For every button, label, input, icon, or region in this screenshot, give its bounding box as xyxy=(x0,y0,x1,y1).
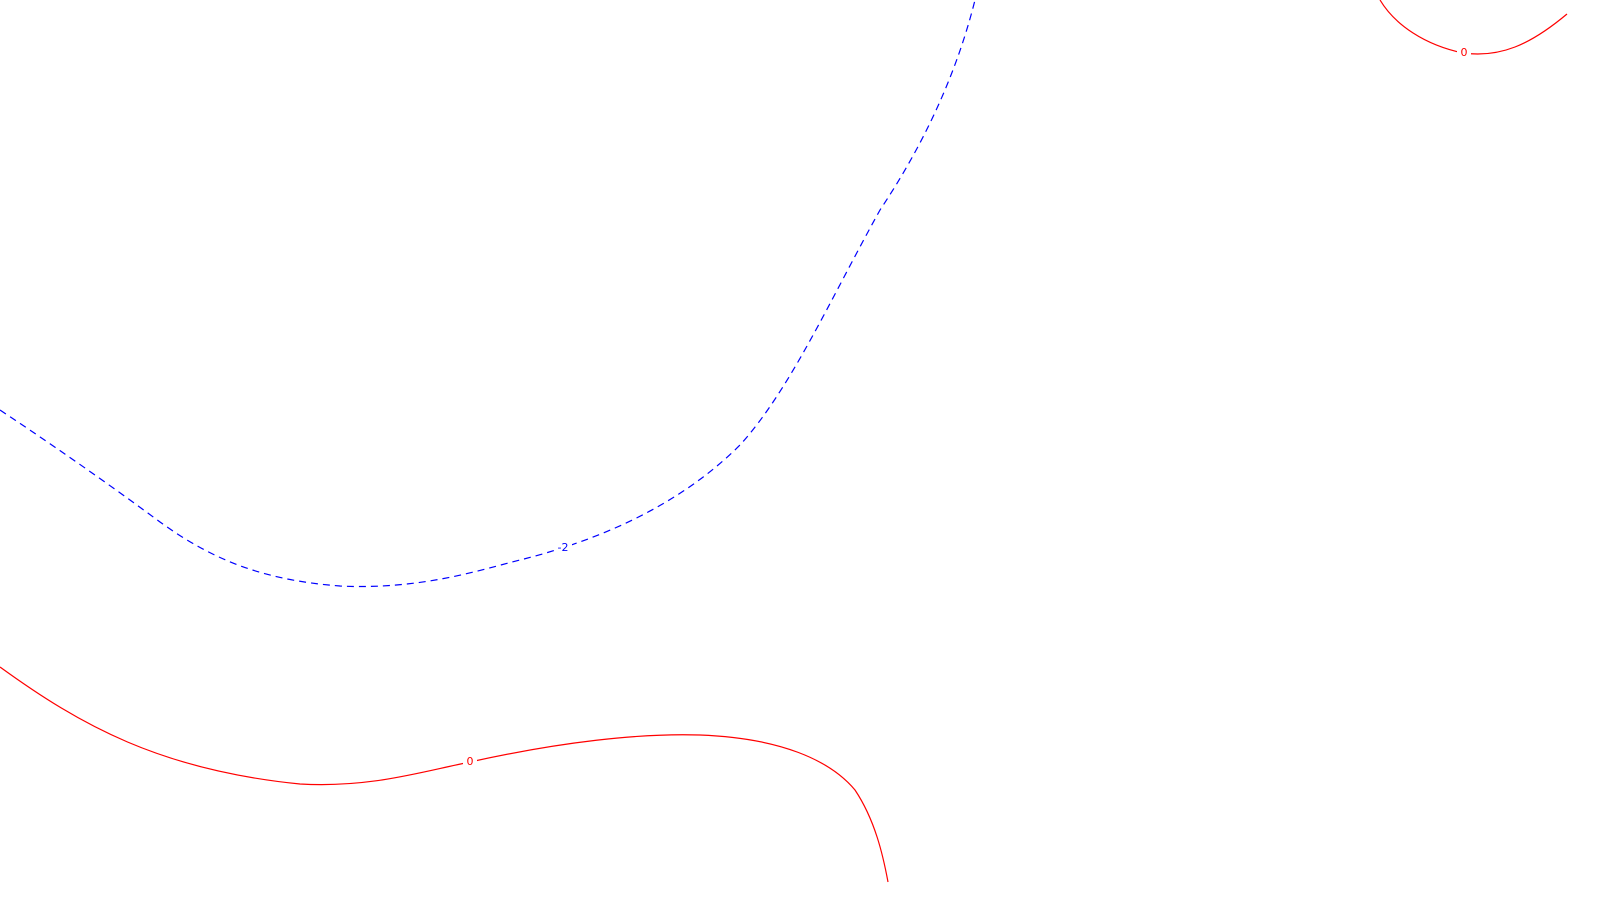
contour-line-0-bottom: 0 xyxy=(0,666,889,883)
contour-line-0-topright: 0 xyxy=(1379,0,1568,60)
contour-label-bg-0-bottom xyxy=(463,755,477,769)
contour-line-neg2: -2 xyxy=(0,0,976,588)
contour-label-0-bottom: 0 xyxy=(467,755,474,768)
contour-path-0-bottom xyxy=(0,666,889,883)
contour-label-0-topright: 0 xyxy=(1461,46,1468,59)
contour-label-neg2: -2 xyxy=(558,541,569,554)
contour-path-neg2 xyxy=(0,0,976,588)
contour-label-bg-0-topright xyxy=(1457,46,1471,60)
contour-label-bg-neg2 xyxy=(554,541,572,555)
